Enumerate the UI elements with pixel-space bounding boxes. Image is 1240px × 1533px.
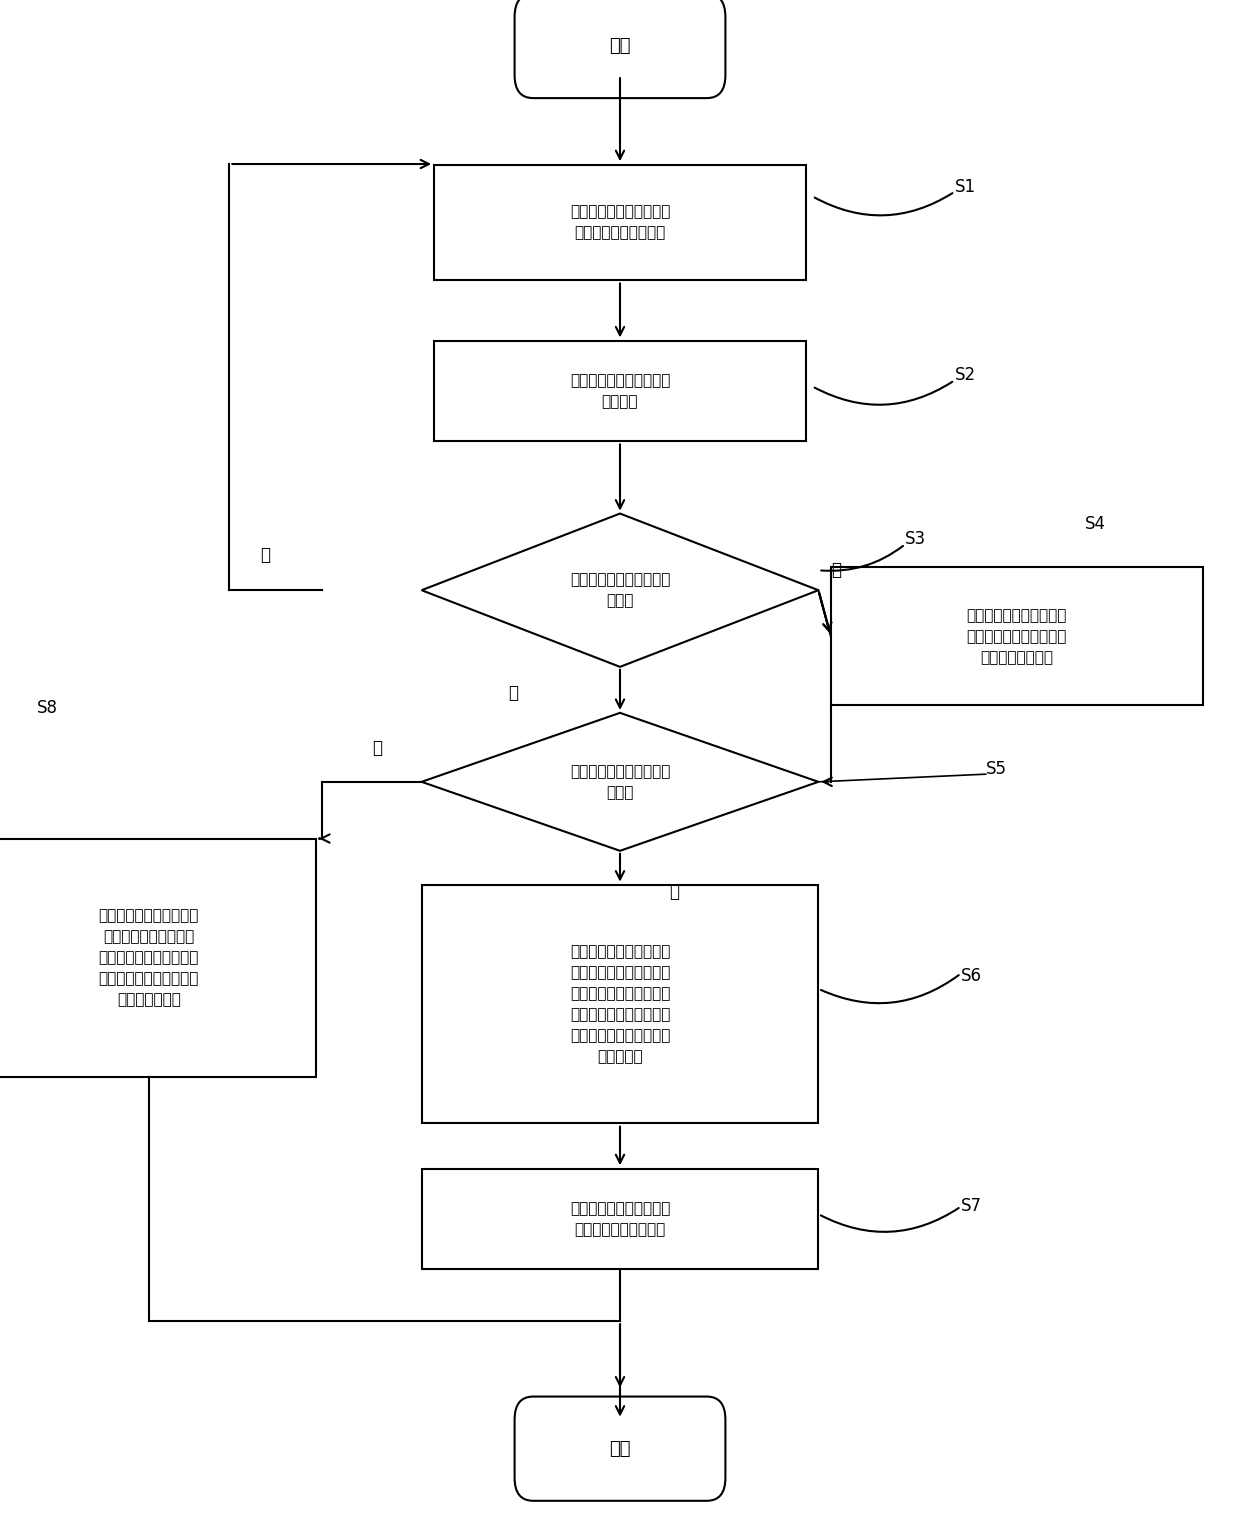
Text: 测量转换模块获取真正的
外部温度传感器的电阻
值，并将获取到的真正外
部温度所对应的电阻值示
出采暖控制系统: 测量转换模块获取真正的 外部温度传感器的电阻 值，并将获取到的真正外 部温度所对… — [99, 909, 198, 1007]
Bar — [831, 567, 1203, 705]
Text: S7: S7 — [961, 1197, 982, 1216]
Text: 是: 是 — [670, 883, 680, 901]
Text: 控制模块获取移动终端所
发送的设定温度信号的数
据，并将该设定温度信号
转换成模拟电阻信号，且
输出该模拟电阻信号至测
量转换模块: 控制模块获取移动终端所 发送的设定温度信号的数 据，并将该设定温度信号 转换成模… — [570, 944, 670, 1064]
Text: S1: S1 — [955, 178, 976, 196]
Text: S6: S6 — [961, 967, 982, 986]
Text: S3: S3 — [905, 530, 926, 549]
Bar — [434, 166, 806, 281]
Bar — [422, 1170, 818, 1269]
Text: 开始: 开始 — [609, 37, 631, 55]
Text: S8: S8 — [37, 699, 58, 717]
Text: 否: 否 — [508, 684, 518, 702]
Text: 电子控制装置是否处于工
作模式: 电子控制装置是否处于工 作模式 — [570, 763, 670, 800]
Text: 控制模块发送数字信号至
移动终端: 控制模块发送数字信号至 移动终端 — [570, 373, 670, 409]
Text: 测量转换模块检测温度传
感器的电阻值，且发送该
电阻值至移动终端: 测量转换模块检测温度传 感器的电阻值，且发送该 电阻值至移动终端 — [967, 607, 1066, 665]
Polygon shape — [422, 514, 818, 667]
Bar — [434, 340, 806, 442]
Text: 测量转换模块输出模拟电
阻信号至采暖控制系统: 测量转换模块输出模拟电 阻信号至采暖控制系统 — [570, 1200, 670, 1237]
Text: S4: S4 — [1085, 515, 1106, 533]
Text: 结束: 结束 — [609, 1439, 631, 1458]
Text: 是: 是 — [831, 561, 841, 579]
Text: 电子控制装置是否处于校
正模式: 电子控制装置是否处于校 正模式 — [570, 572, 670, 609]
Text: S2: S2 — [955, 366, 976, 385]
Text: 控制模块获取温度传感器
所发送的室外温度信号: 控制模块获取温度传感器 所发送的室外温度信号 — [570, 204, 670, 241]
Text: 是: 是 — [260, 546, 270, 564]
Polygon shape — [422, 713, 818, 851]
FancyBboxPatch shape — [515, 0, 725, 98]
FancyBboxPatch shape — [515, 1397, 725, 1501]
Bar — [422, 886, 818, 1122]
Text: S5: S5 — [986, 760, 1007, 779]
Text: 否: 否 — [372, 739, 382, 757]
Bar — [0, 840, 316, 1076]
